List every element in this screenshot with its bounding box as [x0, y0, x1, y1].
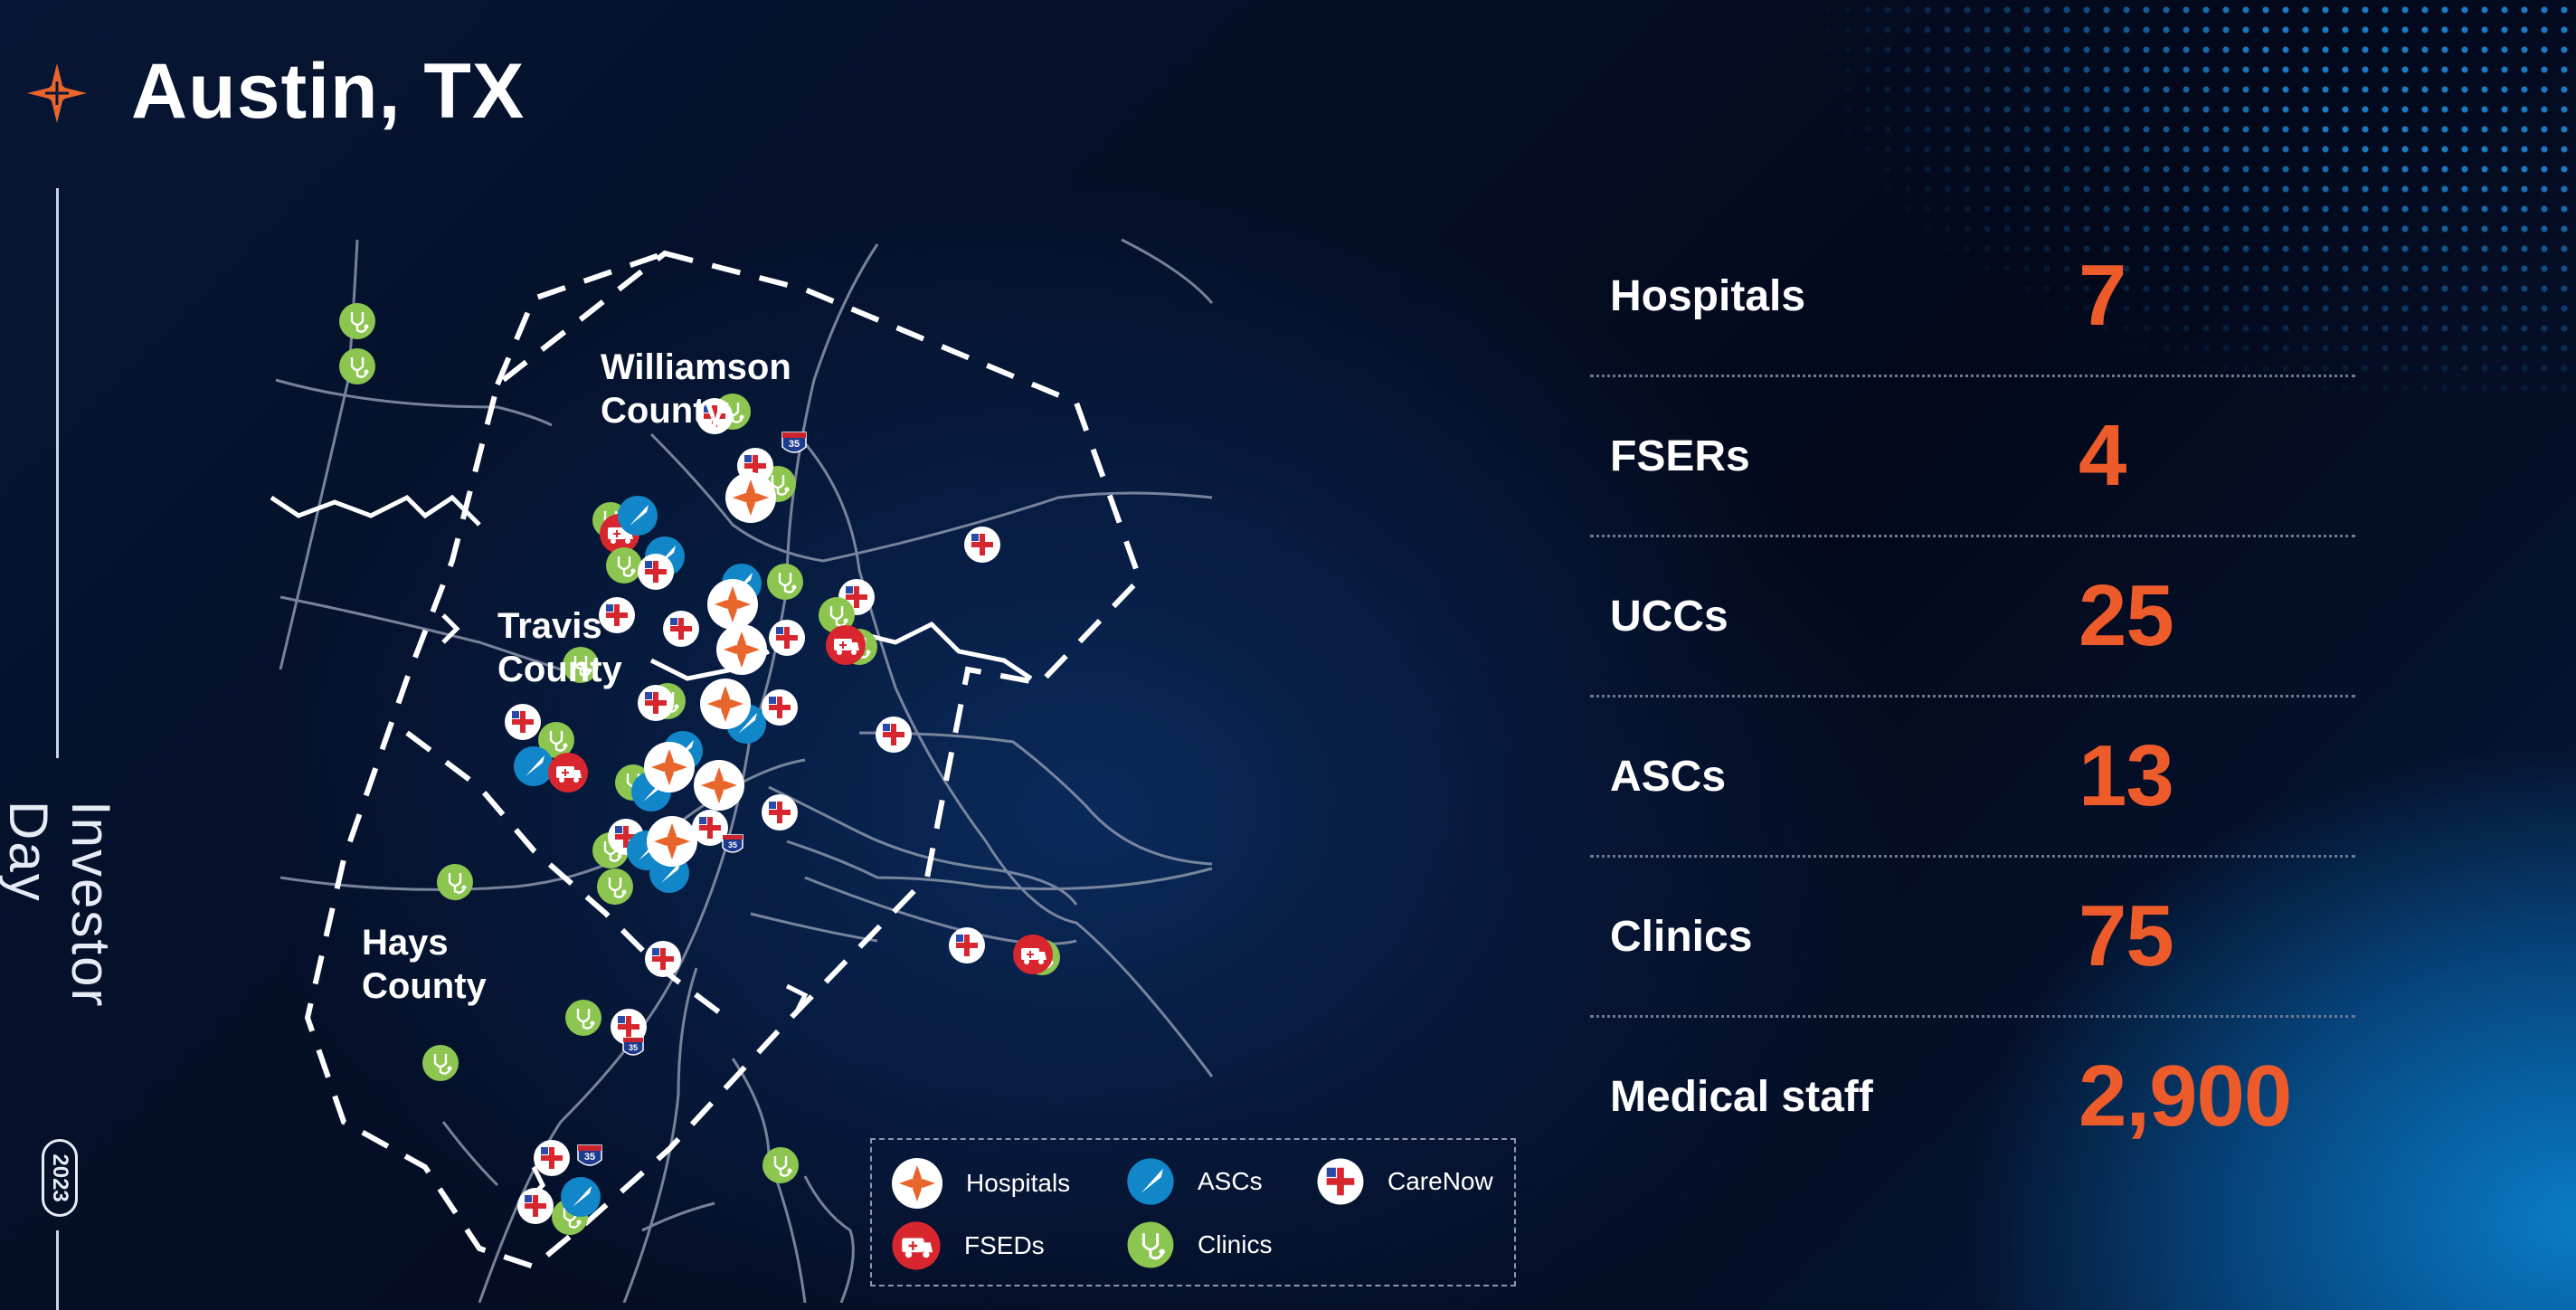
fsed-marker [547, 752, 589, 793]
svg-text:35: 35 [789, 439, 800, 450]
svg-text:35: 35 [629, 1043, 638, 1052]
stats-panel: Hospitals 7 FSERs 4 UCCs 25 ASCs 13 Clin… [1590, 217, 2355, 1175]
hospital-marker [694, 760, 744, 811]
clinic-marker [761, 1145, 800, 1185]
asc-marker [561, 1177, 601, 1217]
legend-label: FSEDs [964, 1231, 1045, 1259]
carenow-marker [949, 927, 985, 964]
interstate-35-shield: 35 [781, 432, 807, 453]
county-label-williamson: Williamson County [601, 347, 791, 431]
carenow-marker [762, 794, 798, 831]
carenow-marker [769, 620, 805, 656]
legend-label: Hospitals [966, 1169, 1071, 1197]
clinic-marker [421, 1043, 460, 1083]
carenow-marker [964, 527, 1000, 563]
stat-row-hospitals: Hospitals 7 [1590, 217, 2355, 377]
hospital-marker [716, 624, 767, 675]
stethoscope-icon [1126, 1220, 1175, 1269]
clinic-marker [604, 546, 644, 585]
stat-row-uccs: UCCs 25 [1590, 537, 2355, 698]
map-legend: Hospitals ASCs CareNow FSEDs Clinics [870, 1138, 1516, 1286]
stat-label: Clinics [1610, 912, 1753, 961]
interstate-35-shield: 35 [622, 1037, 644, 1056]
hospital-marker [707, 579, 758, 630]
hospital-icon [892, 1158, 942, 1209]
stat-label: Medical staff [1610, 1072, 1873, 1121]
stat-row-fsers: FSERs 4 [1590, 377, 2355, 537]
carenow-marker [762, 689, 798, 726]
legend-item-ascs: ASCs [1125, 1156, 1263, 1207]
legend-item-clinics: Clinics [1125, 1220, 1272, 1270]
carenow-marker [663, 611, 699, 647]
stat-value: 13 [2079, 727, 2174, 824]
hospital-marker [644, 742, 695, 793]
legend-item-carenow: CareNow [1315, 1156, 1493, 1207]
county-borders [304, 250, 1143, 1270]
svg-text:35: 35 [728, 840, 737, 850]
clinic-marker [337, 346, 377, 386]
carenow-cross-icon [1317, 1158, 1364, 1205]
interstate-35-shield: 35 [722, 834, 743, 853]
legend-label: ASCs [1198, 1167, 1263, 1195]
hospital-marker [647, 816, 697, 867]
legend-label: CareNow [1387, 1167, 1493, 1195]
hospital-marker [725, 472, 776, 523]
sidebar-divider-top [56, 188, 59, 758]
hospital-marker [700, 679, 751, 729]
stat-label: FSERs [1610, 432, 1750, 480]
stat-label: Hospitals [1610, 271, 1806, 320]
svg-text:35: 35 [584, 1152, 595, 1163]
austin-map: 35 35 35 35 [270, 238, 1214, 1303]
map-markers [337, 301, 1062, 1237]
stat-value: 25 [2079, 567, 2174, 664]
fsed-marker [825, 624, 867, 666]
carenow-marker [876, 717, 912, 753]
clinic-marker [765, 562, 805, 602]
stat-label: ASCs [1610, 752, 1727, 801]
fsed-marker [1012, 934, 1054, 975]
asc-marker [618, 496, 658, 536]
carenow-marker [534, 1140, 570, 1176]
county-label-travis: Travis County [497, 606, 622, 689]
stat-value: 4 [2079, 407, 2126, 504]
stat-value: 75 [2079, 888, 2174, 984]
investor-day-label: 2023 Investor Day [0, 801, 121, 1217]
page-title: Austin, TX [131, 48, 526, 135]
sidebar-divider-bottom [56, 1230, 59, 1310]
stat-row-ascs: ASCs 13 [1590, 698, 2355, 858]
clinic-marker [564, 998, 603, 1038]
clinic-marker [435, 862, 475, 902]
stat-value: 7 [2079, 247, 2126, 344]
asc-scalpel-icon [1127, 1158, 1174, 1205]
stat-row-medical-staff: Medical staff 2,900 [1590, 1018, 2355, 1175]
carenow-marker [638, 554, 674, 590]
stat-label: UCCs [1610, 592, 1728, 641]
stat-value: 2,900 [2079, 1048, 2292, 1144]
carenow-marker [505, 704, 541, 740]
legend-item-fseds: FSEDs [890, 1220, 1045, 1272]
carenow-marker [638, 685, 674, 721]
clinic-marker [337, 301, 377, 341]
interstate-shields: 35 35 35 35 [577, 432, 807, 1166]
year-badge: 2023 [42, 1139, 78, 1217]
orange-cross-logo-icon [27, 63, 87, 123]
ambulance-icon [891, 1220, 942, 1271]
interstate-35-shield: 35 [577, 1144, 602, 1166]
legend-label: Clinics [1198, 1230, 1273, 1258]
county-label-hays: Hays County [362, 923, 487, 1006]
dot-pattern-decoration [1719, 0, 2576, 398]
asc-marker [514, 746, 554, 786]
legend-item-hospitals: Hospitals [890, 1156, 1070, 1210]
carenow-marker [645, 941, 681, 977]
clinic-marker [595, 867, 635, 907]
carenow-marker [517, 1188, 554, 1224]
event-name: Investor Day [0, 801, 121, 1009]
stat-row-clinics: Clinics 75 [1590, 858, 2355, 1018]
